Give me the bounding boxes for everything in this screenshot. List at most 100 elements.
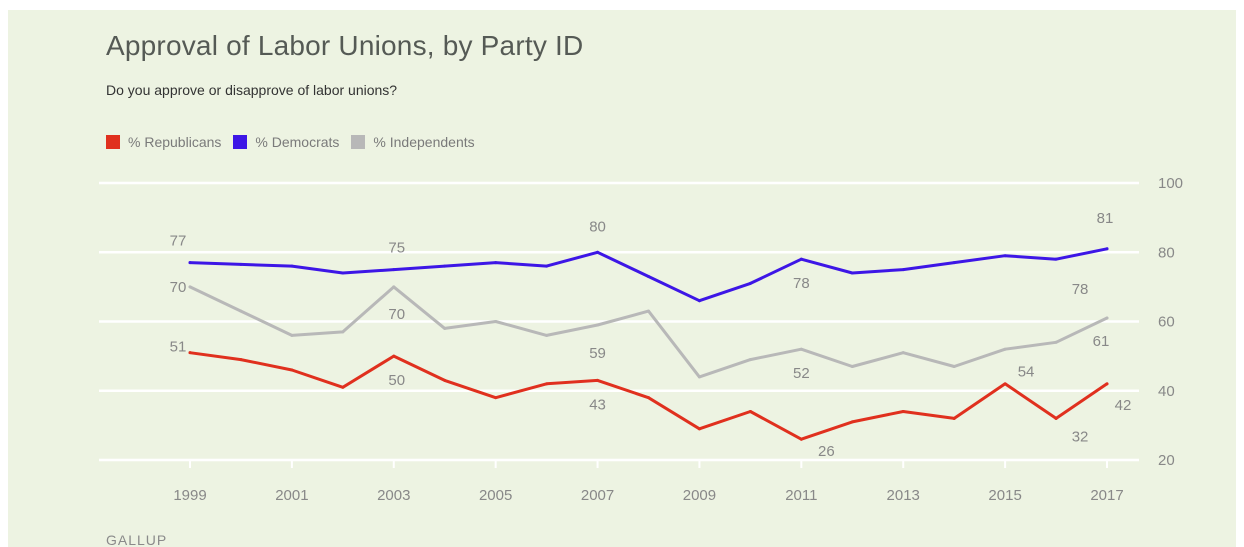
data-point-democrats-2006	[545, 264, 549, 268]
x-tick-label-2005: 2005	[479, 487, 512, 504]
data-point-independents-2005	[494, 320, 498, 323]
data-point-democrats-2014	[952, 261, 956, 265]
data-label-democrats-2003: 75	[388, 240, 405, 257]
data-point-republicans-2014	[952, 416, 956, 420]
data-point-independents-2012	[850, 365, 854, 369]
data-label-independents-2016: 54	[1018, 363, 1035, 380]
data-point-independents-2006	[545, 333, 549, 337]
legend-label-republicans: % Republicans	[128, 134, 222, 150]
chart-subtitle: Do you approve or disapprove of labor un…	[106, 82, 398, 98]
data-point-democrats-2005	[494, 261, 498, 265]
data-point-republicans-2011	[799, 437, 803, 441]
data-point-republicans-2000	[239, 358, 243, 362]
data-label-independents-2003: 70	[388, 306, 405, 323]
data-point-democrats-2017	[1105, 247, 1109, 251]
series-line-independents	[188, 285, 1109, 379]
data-point-republicans-2017	[1105, 382, 1109, 386]
legend-item-republicans[interactable]: % Republicans	[106, 134, 221, 150]
data-label-democrats-2017: 81	[1097, 210, 1114, 227]
x-tick-label-2011: 2011	[785, 487, 817, 504]
data-point-republicans-2003	[392, 354, 396, 358]
data-label-independents-2017: 61	[1093, 333, 1110, 350]
line-chart: 100 80 60 40 20 1999 2001 2003 2005 2007 2009 2011 2…	[99, 175, 1183, 504]
legend-item-democrats[interactable]: % Democrats	[233, 134, 339, 150]
data-point-republicans-2015	[1003, 382, 1007, 386]
data-point-democrats-2001	[290, 264, 294, 268]
data-point-democrats-2003	[392, 268, 396, 272]
data-point-independents-2016	[1054, 340, 1058, 344]
x-tick-label-2007: 2007	[581, 487, 614, 504]
legend-label-independents: % Independents	[373, 134, 475, 150]
data-point-republicans-2009	[697, 427, 701, 431]
x-tick-label-2001: 2001	[275, 487, 308, 504]
x-tick-label-2009: 2009	[683, 487, 716, 504]
y-tick-label-60: 60	[1158, 314, 1175, 331]
data-point-independents-1999	[188, 285, 192, 289]
data-label-republicans-2003: 50	[388, 372, 405, 389]
data-point-democrats-2010	[748, 281, 752, 285]
y-tick-label-20: 20	[1158, 452, 1175, 469]
data-label-republicans-2011: 26	[818, 443, 835, 460]
data-label-republicans-2007: 43	[589, 396, 606, 413]
data-point-independents-2002	[341, 330, 345, 334]
chart-title: Approval of Labor Unions, by Party ID	[106, 30, 584, 61]
y-tick-label-80: 80	[1158, 244, 1175, 261]
x-tick-label-2003: 2003	[377, 487, 410, 504]
data-label-republicans-1999: 51	[170, 339, 187, 356]
data-point-independents-2013	[901, 351, 905, 355]
data-point-independents-2014	[952, 365, 956, 369]
y-tick-label-100: 100	[1158, 175, 1183, 192]
legend-item-independents[interactable]: % Independents	[351, 134, 475, 150]
data-point-republicans-2010	[748, 410, 752, 414]
series-line-republicans	[188, 351, 1109, 441]
x-tick-label-2013: 2013	[887, 487, 920, 504]
legend-swatch-independents	[351, 135, 366, 149]
data-point-republicans-2012	[850, 420, 854, 424]
data-point-democrats-2007	[596, 250, 600, 254]
data-point-republicans-1999	[188, 351, 192, 355]
data-label-democrats-1999: 77	[170, 233, 187, 250]
x-tick-label-2015: 2015	[988, 487, 1021, 504]
chart-panel: Approval of Labor Unions, by Party ID Do…	[8, 10, 1236, 547]
legend-label-democrats: % Democrats	[255, 134, 340, 150]
data-point-democrats-2012	[850, 271, 854, 275]
data-point-democrats-2016	[1054, 257, 1058, 261]
data-label-democrats-2007: 80	[589, 218, 606, 235]
data-point-independents-2001	[290, 333, 294, 337]
data-point-democrats-2009	[697, 299, 701, 303]
data-label-republicans-2016: 32	[1072, 428, 1089, 445]
data-point-independents-2011	[799, 347, 803, 351]
data-point-independents-2008	[647, 309, 650, 313]
data-point-independents-2007	[596, 323, 600, 327]
legend-swatch-democrats	[233, 135, 248, 149]
data-point-republicans-2016	[1054, 416, 1058, 420]
data-point-democrats-2008	[647, 274, 650, 278]
data-point-republicans-2002	[341, 385, 345, 389]
data-point-republicans-2008	[647, 396, 650, 400]
gallup-brand: GALLUP	[106, 532, 168, 547]
data-point-independents-2009	[697, 375, 701, 379]
data-point-democrats-2000	[239, 262, 243, 266]
data-point-democrats-2011	[799, 257, 803, 261]
data-label-democrats-2011: 78	[793, 275, 810, 292]
data-point-independents-2000	[239, 309, 243, 313]
data-point-democrats-2004	[443, 264, 447, 268]
data-point-independents-2017	[1105, 316, 1109, 320]
data-point-independents-2015	[1003, 347, 1007, 351]
data-label-independents-2007: 59	[589, 345, 606, 362]
data-point-republicans-2006	[545, 382, 549, 386]
x-tick-label-2017: 2017	[1090, 487, 1123, 504]
data-point-independents-2004	[443, 326, 447, 330]
data-point-republicans-2007	[596, 378, 600, 382]
data-point-independents-2010	[748, 358, 752, 362]
data-point-republicans-2001	[290, 368, 294, 372]
data-label-democrats-2016: 78	[1072, 281, 1089, 298]
data-point-republicans-2005	[494, 396, 498, 400]
data-point-independents-2003	[392, 285, 396, 289]
data-label-republicans-2017: 42	[1115, 397, 1132, 414]
series-line-democrats	[188, 247, 1109, 303]
legend-swatch-republicans	[106, 135, 120, 149]
y-tick-label-40: 40	[1158, 383, 1175, 400]
data-label-independents-2011: 52	[793, 365, 810, 382]
data-label-independents-1999: 70	[170, 279, 187, 296]
